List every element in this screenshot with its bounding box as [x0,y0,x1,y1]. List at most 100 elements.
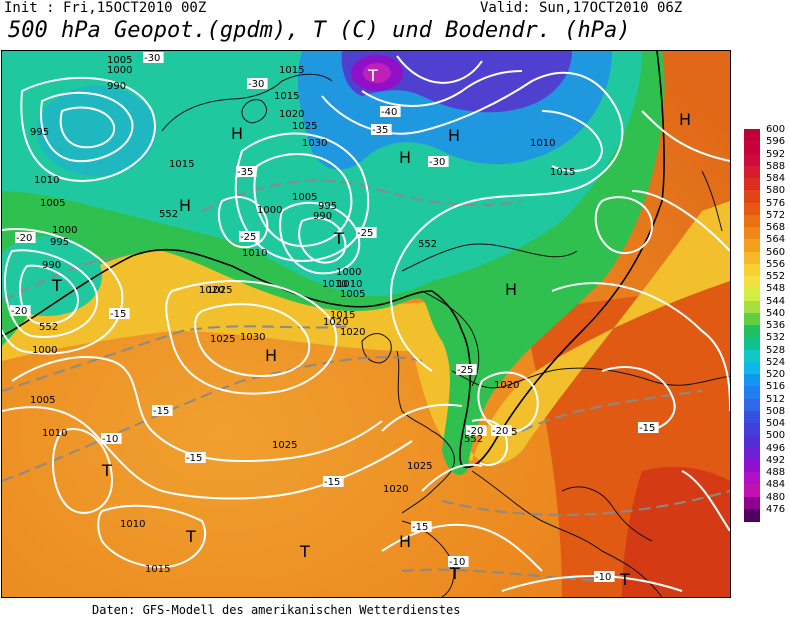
legend-level-label: 544 [766,295,786,307]
legend-swatch [744,202,760,216]
legend-level-label: 600 [766,124,786,135]
isobar-value-label: 1000 [32,345,57,356]
isobar-value-label: 1010 [34,175,59,186]
legend-level-label: 484 [766,479,786,491]
temperature-value-label-bg [109,308,130,319]
geopotential-552-label: 552 [39,322,58,333]
temperature-isotherms [2,179,730,582]
high-pressure-center-marker: H [505,280,517,299]
color-scale-legend: 600 596 592 588 584 580 576 572 568 564 560 556 552 5… [744,124,790,524]
legend-level-label: 488 [766,467,786,478]
legend-swatch [744,459,760,473]
legend-level-label: 572 [766,209,786,221]
isobar-value-label: 1000 [336,267,361,278]
legend-swatch [744,239,760,252]
high-pressure-center-marker: H [231,124,243,143]
isobar-value-label: 1015 [279,65,304,76]
legend-swatch [744,141,760,154]
low-pressure-center-marker: T [333,229,344,248]
temperature-value-label-bg [323,476,344,487]
zone-cyan-west2 [37,86,157,176]
isobar-value-label: 995 [318,201,337,212]
temperature-value-label: -10 [449,557,465,568]
low-pressure-center-marker: T [449,564,460,583]
isobar-value-label: 1020 [199,285,224,296]
isobar-value-label: 1010 [242,248,267,259]
isobar-value-label: 1025 [292,121,317,132]
isobar-value-label: 1020 [340,327,365,338]
legend-level-label: 548 [766,283,786,295]
legend-swatch [744,496,760,510]
legend-level-label: 520 [766,369,786,380]
legend-level-label: 576 [766,197,786,209]
legend-swatch [744,129,760,142]
legend-level-label: 556 [766,258,786,270]
isobar-value-label: 1015 [169,159,194,170]
temperature-value-label-bg [185,452,206,463]
temperature-value-label: -30 [429,157,445,168]
legend-level-label: 568 [766,222,786,233]
temperature-value-label-bg [152,405,173,416]
high-pressure-center-marker: H [399,532,411,551]
isobar-value-label: 1025 [207,285,232,296]
geopotential-label-layer: 552 552 552 552 [39,209,483,445]
high-pressure-center-marker: H [179,196,191,215]
legend-swatch [744,447,760,461]
isobar-value-label: 1000 [257,205,282,216]
legend-level-label: 592 [766,148,786,160]
weather-map: 1005 1000 990 995 1015 1015 1020 1025 1030 1005 99… [1,50,731,598]
legend-level-label: 584 [766,173,786,184]
temperature-value-label: -25 [240,232,256,243]
temperature-value-label: -35 [372,125,388,136]
isobar-value-label: 995 [50,237,69,248]
isobar-value-label: 1010 [42,428,67,439]
legend-swatch [744,435,760,448]
zone-low-core-inner [363,63,391,83]
temperature-value-label-bg [101,433,122,444]
high-pressure-center-marker: H [399,148,411,167]
isobar-value-label: 1015 [330,310,355,321]
temperature-value-label: -20 [16,233,32,244]
valid-time-label: Valid: Sun,17OCT2010 06Z [480,0,683,16]
high-pressure-center-marker: H [265,346,277,365]
temperature-value-label-bg [371,124,392,135]
temperature-value-label-bg [143,52,164,63]
legend-swatch [744,398,760,412]
legend-swatch [744,263,760,277]
isobar-value-label: 1020 [383,484,408,495]
temperature-value-label: -15 [324,477,340,488]
isobar-value-label: 1010 [120,519,145,530]
legend-swatch [744,337,760,350]
legend-level-label: 512 [766,393,786,405]
temperature-value-label: -15 [110,309,126,320]
low-pressure-center-marker: T [101,461,112,480]
temperature-value-label: -40 [381,107,397,118]
legend-level-label: 564 [766,234,786,246]
temperature-value-label-bg [247,78,268,89]
isobar-value-label: 1010 [530,138,555,149]
isobar-value-label: 995 [30,127,49,138]
temperature-value-label-bg [466,425,487,436]
temperature-value-label-bg [239,231,260,242]
low-pressure-center-marker: T [185,527,196,546]
legend-level-label: 480 [766,491,786,503]
legend-level-label: 540 [766,307,786,319]
temperature-value-label-bg [638,422,659,433]
legend-level-label: 516 [766,381,786,393]
legend-swatch [744,288,760,301]
isobar-value-label: 990 [313,211,332,222]
temperature-value-label-bg [594,571,615,582]
temperature-value-label: -15 [186,453,202,464]
isobar-value-label: 1005 [30,395,55,406]
map-title: 500 hPa Geopot.(gpdm), T (C) und Bodendr… [8,18,631,43]
geopotential-552-label: 552 [159,209,178,220]
temperature-value-label-bg [236,166,257,177]
legend-level-label: 476 [766,503,786,515]
temperature-value-label: -20 [11,306,27,317]
coastlines [161,73,730,597]
temperature-value-label-bg [15,232,36,243]
legend-swatch [744,251,760,265]
legend-level-label: 508 [766,405,786,417]
temperature-value-label: -15 [639,423,655,434]
temperature-value-label: -20 [467,426,483,437]
